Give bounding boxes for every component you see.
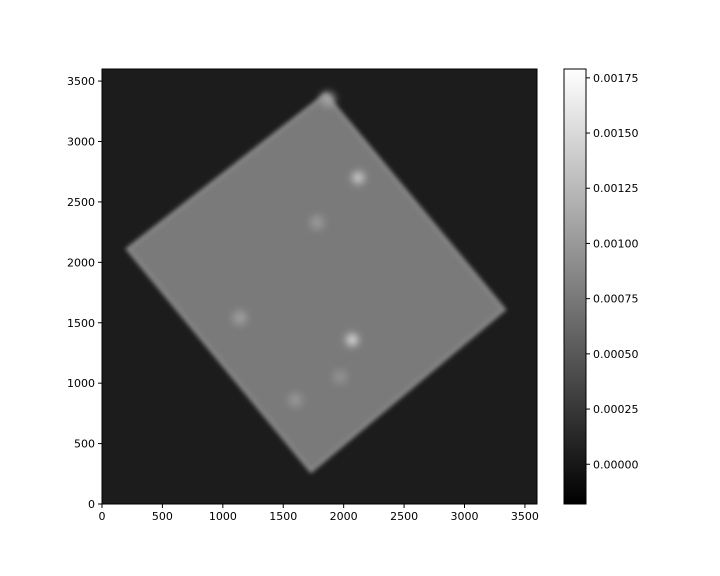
bright-source-1 — [346, 333, 359, 346]
y-tick-label: 1000 — [67, 377, 95, 390]
x-tick-label: 2000 — [330, 510, 358, 523]
colorbar-tick-label: 0.00100 — [593, 237, 639, 250]
y-tick-label: 0 — [88, 498, 95, 511]
x-tick-label: 0 — [99, 510, 106, 523]
colorbar-ticks: 0.00000 0.00025 0.00050 0.00075 0.00100 0.001… — [586, 72, 639, 471]
bright-sources — [232, 92, 365, 408]
x-tick-label: 3500 — [511, 510, 539, 523]
y-tick-label: 2500 — [67, 196, 95, 209]
y-tick-label: 2000 — [67, 256, 95, 269]
colorbar-tick-label: 0.00000 — [593, 458, 639, 471]
bright-source-2 — [352, 171, 365, 184]
bright-source-5 — [288, 393, 303, 408]
plot-area: 0 500 1000 1500 2000 2500 3000 3500 0 500 1000 150… — [67, 68, 539, 523]
colorbar-frame — [563, 68, 587, 505]
y-tick-label: 3000 — [67, 136, 95, 149]
colorbar-tick-label: 0.00125 — [593, 182, 639, 195]
colorbar-tick-label: 0.00075 — [593, 293, 639, 306]
colorbar-tick-label: 0.00150 — [593, 127, 639, 140]
colorbar-tick-label: 0.00050 — [593, 348, 639, 361]
x-tick-label: 1500 — [269, 510, 297, 523]
y-tick-label: 1500 — [67, 317, 95, 330]
y-tick-label: 500 — [74, 438, 95, 451]
y-tick-label: 3500 — [67, 75, 95, 88]
image-footprint — [125, 92, 507, 474]
colorbar-tick-label: 0.00025 — [593, 403, 639, 416]
x-tick-label: 1000 — [209, 510, 237, 523]
bright-source-6 — [333, 370, 347, 385]
colorbar: 0.00000 0.00025 0.00050 0.00075 0.00100 0.001… — [563, 68, 639, 505]
plot-frame — [101, 68, 538, 505]
bright-source-7 — [321, 92, 335, 107]
x-tick-label: 3000 — [451, 510, 479, 523]
bright-source-4 — [310, 215, 325, 230]
y-axis-ticks: 0 500 1000 1500 2000 2500 3000 3500 — [67, 75, 102, 511]
x-axis-ticks: 0 500 1000 1500 2000 2500 3000 3500 — [99, 504, 539, 523]
colorbar-tick-label: 0.00175 — [593, 72, 639, 85]
bright-source-3 — [232, 310, 247, 325]
x-tick-label: 2500 — [390, 510, 418, 523]
colorbar-gradient — [564, 69, 586, 504]
x-tick-label: 500 — [152, 510, 173, 523]
